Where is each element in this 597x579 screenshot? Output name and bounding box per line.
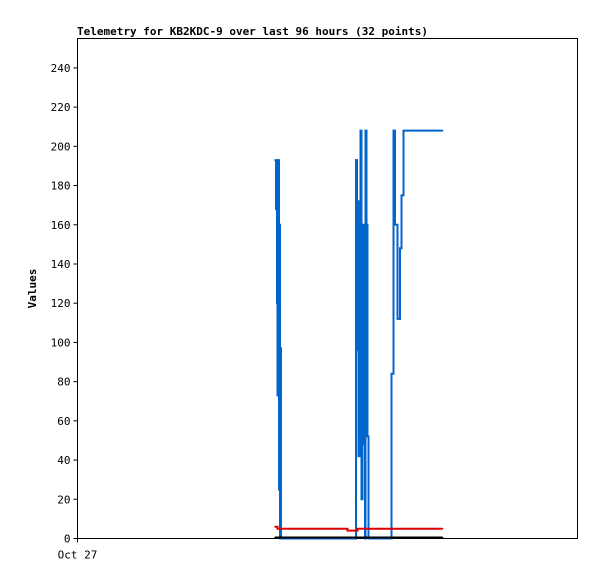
data-point [326,536,329,539]
data-point [401,527,404,530]
data-point [441,536,444,539]
data-point [336,527,339,530]
data-point [354,529,357,532]
y-axis-label: Values [26,269,39,309]
y-tick-label: 100 [51,336,71,349]
data-point [399,247,401,250]
y-tick-label: 120 [51,297,71,310]
data-point [361,223,364,226]
data-point [276,527,279,530]
y-tick-label: 40 [57,454,70,467]
data-point [402,129,405,132]
plot-area [77,38,578,539]
data-point [358,294,361,297]
data-point [400,194,403,197]
data-point [276,394,279,397]
data-point [366,435,369,438]
data-point [441,527,444,530]
x-tick-label: Oct 27 [58,549,98,562]
data-point [274,159,276,161]
y-tick-label: 0 [64,533,71,546]
data-point [278,488,280,491]
x-axis: Oct 27 [58,538,98,562]
data-point [359,129,362,132]
data-point [409,129,411,132]
data-point [346,529,349,532]
data-point [279,347,282,350]
y-tick-label: 180 [51,180,71,193]
series-layer [274,129,444,540]
y-tick-label: 20 [57,493,70,506]
data-point [426,129,429,132]
data-point [392,129,395,132]
data-point [396,318,399,320]
data-point [275,208,277,210]
series-line-2 [275,525,443,532]
y-tick-label: 80 [57,376,70,389]
chart-title: Telemetry for KB2KDC-9 over last 96 hour… [77,25,428,38]
data-point [276,302,278,305]
data-point [376,536,379,539]
y-tick-label: 220 [51,101,71,114]
data-point [390,372,393,375]
data-point [278,223,281,226]
data-point [274,525,276,528]
data-point [364,129,367,132]
data-point [376,527,379,530]
y-tick-label: 160 [51,219,71,232]
data-point [426,527,429,530]
data-point [355,159,357,161]
data-point [441,129,444,132]
data-point [277,159,279,161]
y-axis: 0 20 40 60 80 100 120 140 160 180 200 220 240 [51,62,78,546]
data-point [362,443,365,446]
data-point [274,536,276,539]
data-point [301,527,304,530]
y-tick-label: 200 [51,140,71,153]
data-point [356,527,359,530]
data-point [394,223,396,226]
y-tick-label: 140 [51,258,71,271]
data-point [357,200,359,203]
data-point [357,455,360,457]
data-point [356,349,358,352]
y-tick-label: 60 [57,415,70,428]
y-tick-label: 240 [51,62,71,75]
data-point [360,498,363,501]
data-point [365,223,368,226]
